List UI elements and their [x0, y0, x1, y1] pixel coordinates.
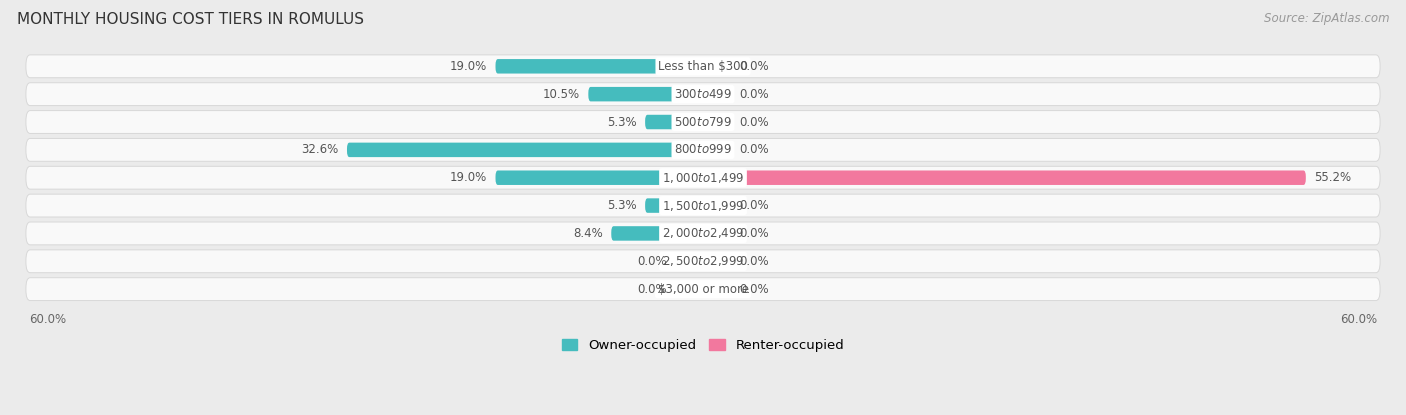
FancyBboxPatch shape: [703, 115, 730, 129]
Text: $2,500 to $2,999: $2,500 to $2,999: [662, 254, 744, 268]
FancyBboxPatch shape: [703, 143, 730, 157]
Text: $2,000 to $2,499: $2,000 to $2,499: [662, 227, 744, 240]
FancyBboxPatch shape: [676, 254, 703, 269]
Text: 0.0%: 0.0%: [637, 283, 666, 295]
Text: $800 to $999: $800 to $999: [673, 143, 733, 156]
Text: 32.6%: 32.6%: [301, 143, 339, 156]
Text: $500 to $799: $500 to $799: [673, 115, 733, 129]
FancyBboxPatch shape: [703, 171, 1306, 185]
FancyBboxPatch shape: [25, 250, 1381, 273]
FancyBboxPatch shape: [703, 59, 730, 73]
Text: Less than $300: Less than $300: [658, 60, 748, 73]
FancyBboxPatch shape: [703, 226, 730, 241]
FancyBboxPatch shape: [25, 222, 1381, 245]
FancyBboxPatch shape: [495, 171, 703, 185]
FancyBboxPatch shape: [703, 254, 730, 269]
Text: MONTHLY HOUSING COST TIERS IN ROMULUS: MONTHLY HOUSING COST TIERS IN ROMULUS: [17, 12, 364, 27]
Text: $300 to $499: $300 to $499: [673, 88, 733, 101]
Text: 0.0%: 0.0%: [740, 283, 769, 295]
Text: 55.2%: 55.2%: [1315, 171, 1351, 184]
FancyBboxPatch shape: [25, 139, 1381, 161]
FancyBboxPatch shape: [25, 110, 1381, 134]
FancyBboxPatch shape: [25, 55, 1381, 78]
FancyBboxPatch shape: [703, 87, 730, 101]
FancyBboxPatch shape: [347, 143, 703, 157]
FancyBboxPatch shape: [25, 166, 1381, 189]
Text: 0.0%: 0.0%: [740, 115, 769, 129]
Text: 19.0%: 19.0%: [450, 60, 486, 73]
Text: $1,000 to $1,499: $1,000 to $1,499: [662, 171, 744, 185]
Text: 0.0%: 0.0%: [740, 199, 769, 212]
FancyBboxPatch shape: [676, 282, 703, 296]
FancyBboxPatch shape: [495, 59, 703, 73]
Text: Source: ZipAtlas.com: Source: ZipAtlas.com: [1264, 12, 1389, 25]
FancyBboxPatch shape: [25, 194, 1381, 217]
Text: 0.0%: 0.0%: [740, 143, 769, 156]
Text: 0.0%: 0.0%: [740, 60, 769, 73]
Text: 0.0%: 0.0%: [740, 227, 769, 240]
FancyBboxPatch shape: [25, 278, 1381, 300]
Text: 0.0%: 0.0%: [740, 255, 769, 268]
FancyBboxPatch shape: [25, 83, 1381, 105]
Text: $3,000 or more: $3,000 or more: [658, 283, 748, 295]
Text: 5.3%: 5.3%: [607, 199, 637, 212]
Legend: Owner-occupied, Renter-occupied: Owner-occupied, Renter-occupied: [557, 334, 849, 358]
Text: 19.0%: 19.0%: [450, 171, 486, 184]
Text: 0.0%: 0.0%: [637, 255, 666, 268]
FancyBboxPatch shape: [612, 226, 703, 241]
FancyBboxPatch shape: [703, 198, 730, 213]
FancyBboxPatch shape: [645, 198, 703, 213]
Text: 5.3%: 5.3%: [607, 115, 637, 129]
FancyBboxPatch shape: [703, 282, 730, 296]
Text: 8.4%: 8.4%: [572, 227, 603, 240]
FancyBboxPatch shape: [588, 87, 703, 101]
Text: 10.5%: 10.5%: [543, 88, 579, 101]
Text: $1,500 to $1,999: $1,500 to $1,999: [662, 199, 744, 212]
Text: 0.0%: 0.0%: [740, 88, 769, 101]
FancyBboxPatch shape: [645, 115, 703, 129]
